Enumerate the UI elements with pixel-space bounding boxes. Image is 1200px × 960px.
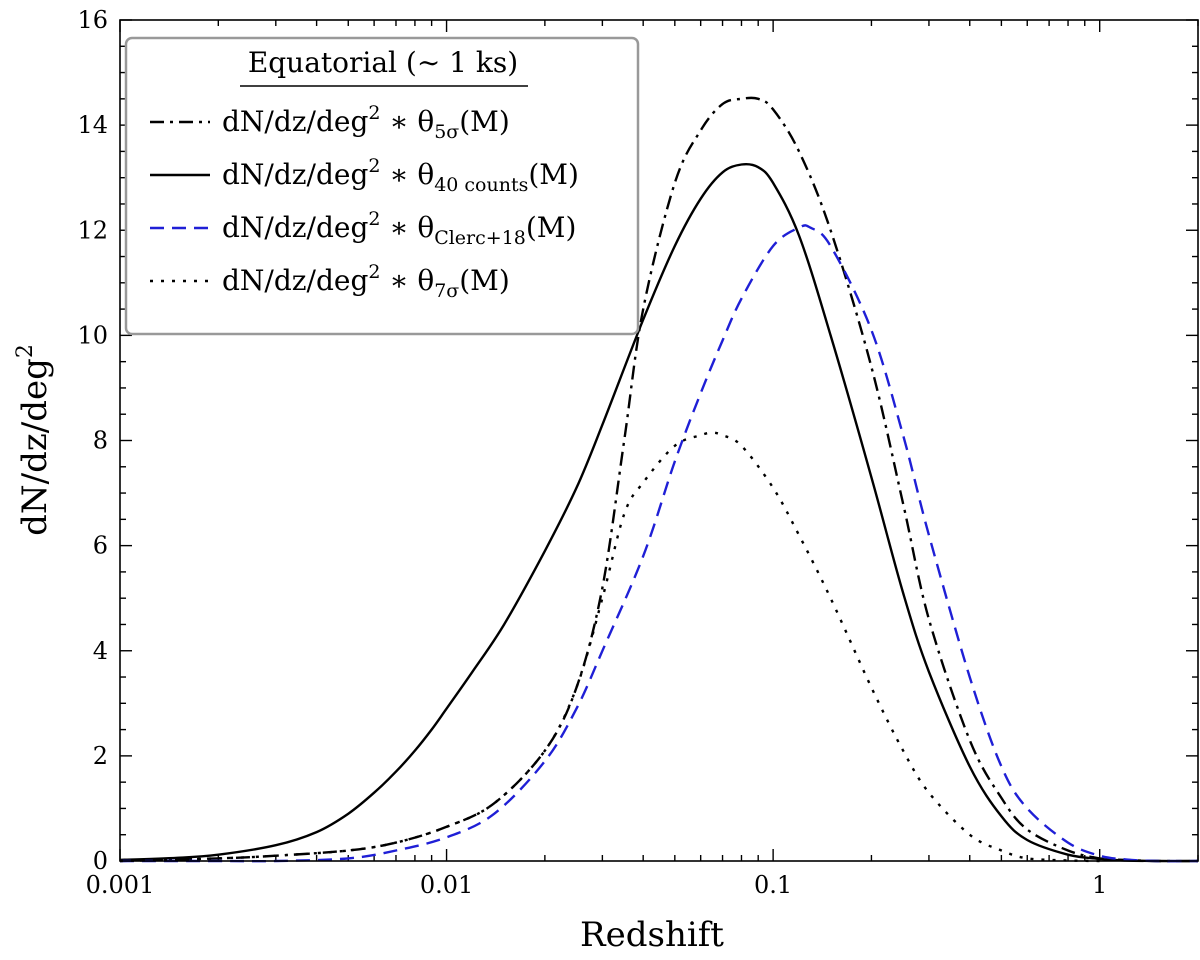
series-line-2 xyxy=(119,162,1199,863)
legend-prefix: dN/dz/deg xyxy=(222,211,368,244)
y-axis-title: dN/dz/deg2 xyxy=(13,344,55,536)
y-tick-label: 6 xyxy=(93,532,108,560)
y-tick-label: 14 xyxy=(77,111,108,139)
legend-label-1: dN/dz/deg2 ∗ θ5σ(M) xyxy=(222,102,510,143)
series-line-4 xyxy=(119,431,1100,863)
legend-entries: dN/dz/deg2 ∗ θ5σ(M)dN/dz/deg2 ∗ θ40 coun… xyxy=(150,102,579,302)
legend-sup: 2 xyxy=(368,208,380,230)
legend-operator: ∗ θ xyxy=(380,158,434,191)
legend-suffix: (M) xyxy=(459,105,510,138)
y-tick-label: 10 xyxy=(77,321,108,349)
x-tick-label: 1 xyxy=(1092,871,1107,899)
y-tick-label: 4 xyxy=(93,637,108,665)
x-tick-label: 0.1 xyxy=(754,871,792,899)
legend-operator: ∗ θ xyxy=(380,211,434,244)
legend-prefix: dN/dz/deg xyxy=(222,105,368,138)
plot-frame xyxy=(119,19,1199,862)
y-tick-label: 2 xyxy=(93,742,108,770)
legend-label-2: dN/dz/deg2 ∗ θ40 counts(M) xyxy=(222,155,579,196)
x-axis-title: Redshift xyxy=(580,915,724,955)
legend-prefix: dN/dz/deg xyxy=(222,264,368,297)
legend-subscript: 40 counts xyxy=(434,174,528,196)
x-tick-label: 0.001 xyxy=(86,871,155,899)
legend: Equatorial (∼ 1 ks) dN/dz/deg2 ∗ θ5σ(M)d… xyxy=(124,36,640,336)
y-tick-label: 16 xyxy=(77,6,108,34)
legend-operator: ∗ θ xyxy=(380,264,434,297)
legend-label-4: dN/dz/deg2 ∗ θ7σ(M) xyxy=(222,261,510,302)
legend-sup: 2 xyxy=(368,102,380,124)
legend-suffix: (M) xyxy=(528,158,579,191)
legend-subscript: 7σ xyxy=(434,280,459,302)
legend-title: Equatorial (∼ 1 ks) xyxy=(248,46,518,79)
legend-sup: 2 xyxy=(368,261,380,283)
legend-subscript: 5σ xyxy=(434,121,459,143)
legend-suffix: (M) xyxy=(459,264,510,297)
legend-subscript: Clerc+18 xyxy=(434,227,526,249)
series-line-1 xyxy=(119,96,1199,863)
y-tick-label: 8 xyxy=(93,427,108,455)
y-axis-title-sup: 2 xyxy=(13,344,38,358)
legend-box xyxy=(124,36,640,336)
legend-operator: ∗ θ xyxy=(380,105,434,138)
x-tick-label: 0.01 xyxy=(420,871,473,899)
y-tick-label: 0 xyxy=(93,847,108,875)
series-line-3 xyxy=(120,224,1199,863)
legend-sup: 2 xyxy=(368,155,380,177)
plot-curves xyxy=(119,96,1199,863)
y-tick-label: 12 xyxy=(77,216,108,244)
legend-prefix: dN/dz/deg xyxy=(222,158,368,191)
legend-suffix: (M) xyxy=(526,211,577,244)
legend-label-3: dN/dz/deg2 ∗ θClerc+18(M) xyxy=(222,208,576,249)
y-axis-title-main: dN/dz/deg xyxy=(15,358,55,536)
